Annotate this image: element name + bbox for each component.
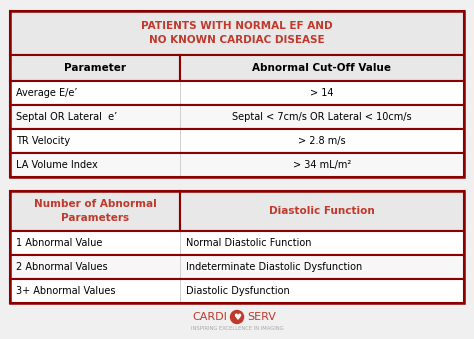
Text: > 2.8 m/s: > 2.8 m/s xyxy=(298,136,346,146)
Text: TR Velocity: TR Velocity xyxy=(16,136,70,146)
Text: Septal OR Lateral  e’: Septal OR Lateral e’ xyxy=(16,112,117,122)
Text: PATIENTS WITH NORMAL EF AND
NO KNOWN CARDIAC DISEASE: PATIENTS WITH NORMAL EF AND NO KNOWN CAR… xyxy=(141,21,333,45)
Bar xyxy=(10,11,464,55)
Text: 1 Abnormal Value: 1 Abnormal Value xyxy=(16,238,102,248)
Text: Average E/e’: Average E/e’ xyxy=(16,88,78,98)
Text: > 34 mL/m²: > 34 mL/m² xyxy=(293,160,351,170)
Text: INSPIRING EXCELLENCE IN IMAGING: INSPIRING EXCELLENCE IN IMAGING xyxy=(191,325,283,331)
Bar xyxy=(10,129,464,153)
Bar xyxy=(10,153,180,177)
Bar xyxy=(180,153,464,177)
Text: SERV: SERV xyxy=(247,312,276,322)
Bar xyxy=(10,81,180,105)
Bar xyxy=(10,279,180,303)
Bar xyxy=(10,255,464,279)
Bar xyxy=(10,255,180,279)
Bar xyxy=(10,81,464,105)
Text: ♥: ♥ xyxy=(233,313,241,321)
Text: 2 Abnormal Values: 2 Abnormal Values xyxy=(16,262,108,272)
Bar xyxy=(10,129,180,153)
Text: CARDI: CARDI xyxy=(192,312,227,322)
Text: Septal < 7cm/s OR Lateral < 10cm/s: Septal < 7cm/s OR Lateral < 10cm/s xyxy=(232,112,412,122)
Text: Diastolic Function: Diastolic Function xyxy=(269,206,375,216)
Bar xyxy=(180,255,464,279)
Bar xyxy=(10,231,464,255)
Bar xyxy=(180,279,464,303)
Bar xyxy=(10,153,464,177)
Text: 3+ Abnormal Values: 3+ Abnormal Values xyxy=(16,286,116,296)
Bar xyxy=(10,191,464,303)
Circle shape xyxy=(230,311,244,323)
Bar xyxy=(10,231,180,255)
Bar xyxy=(180,105,464,129)
Bar xyxy=(180,191,464,231)
Bar xyxy=(180,231,464,255)
Text: Number of Abnormal
Parameters: Number of Abnormal Parameters xyxy=(34,199,156,223)
Text: Abnormal Cut-Off Value: Abnormal Cut-Off Value xyxy=(253,63,392,73)
Bar xyxy=(10,11,464,177)
Bar xyxy=(10,55,180,81)
Bar xyxy=(10,105,464,129)
Text: Diastolic Dysfunction: Diastolic Dysfunction xyxy=(186,286,290,296)
Text: > 14: > 14 xyxy=(310,88,334,98)
Text: Indeterminate Diastolic Dysfunction: Indeterminate Diastolic Dysfunction xyxy=(186,262,362,272)
Text: Parameter: Parameter xyxy=(64,63,126,73)
Bar xyxy=(180,55,464,81)
Text: Normal Diastolic Function: Normal Diastolic Function xyxy=(186,238,311,248)
Bar xyxy=(10,279,464,303)
Bar xyxy=(10,105,180,129)
Text: LA Volume Index: LA Volume Index xyxy=(16,160,98,170)
Bar xyxy=(10,191,180,231)
Bar xyxy=(180,129,464,153)
Bar xyxy=(180,81,464,105)
